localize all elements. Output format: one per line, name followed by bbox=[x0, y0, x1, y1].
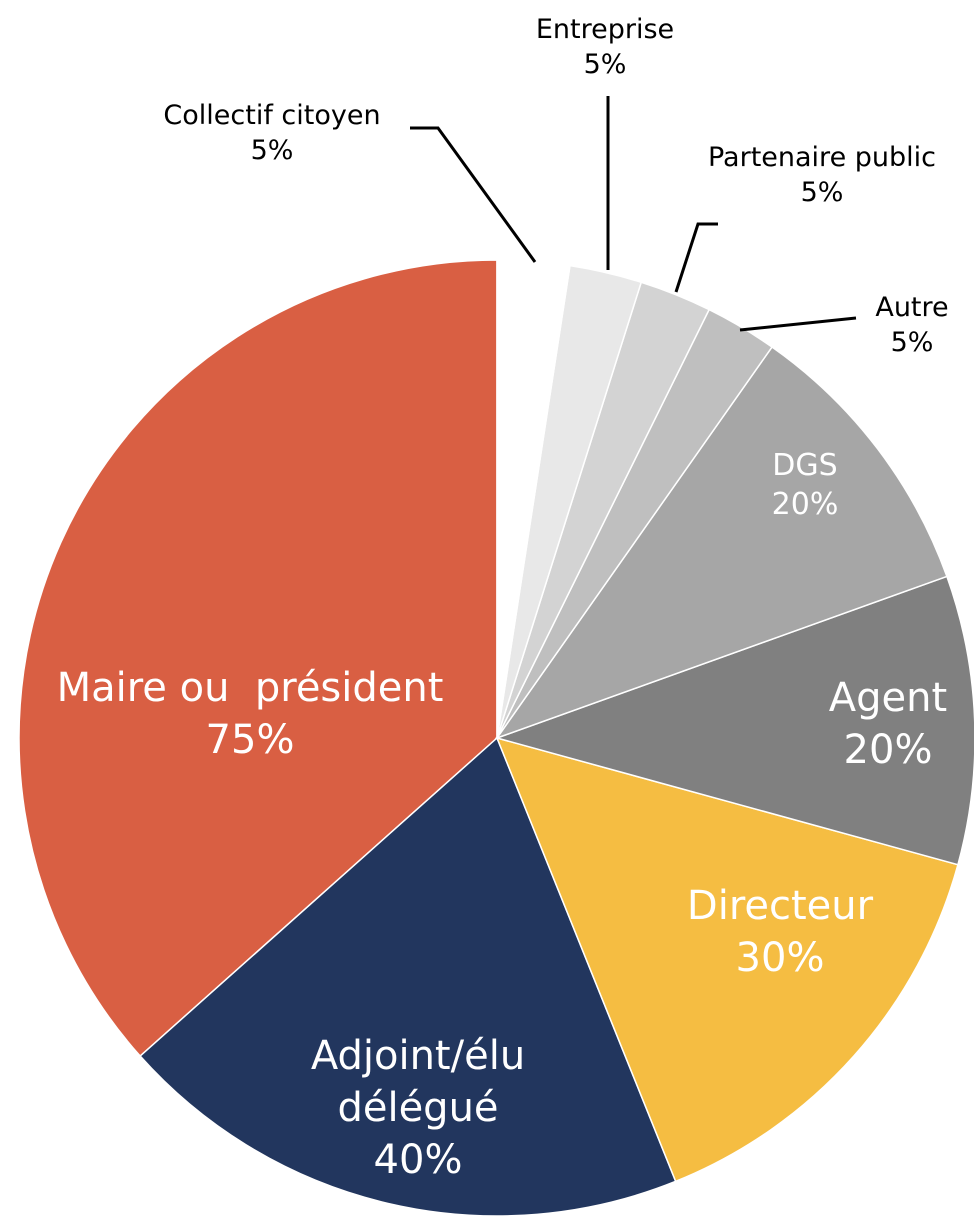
label-value: 5% bbox=[800, 177, 844, 209]
slice-label: Maire ou président 75% bbox=[10, 662, 490, 766]
slice-label: Agent 20% bbox=[788, 672, 974, 776]
leader-line bbox=[410, 126, 537, 263]
label-value: 30% bbox=[735, 935, 825, 981]
slice-label: Adjoint/élu délégué 40% bbox=[268, 1030, 568, 1186]
pie-slice bbox=[495, 345, 948, 740]
label-value: 5% bbox=[890, 327, 934, 359]
pie-slice bbox=[494, 575, 974, 866]
leader-line bbox=[739, 316, 857, 332]
label-value: 5% bbox=[583, 49, 627, 81]
pie-slice bbox=[495, 736, 959, 1183]
slice-label: Entreprise 5% bbox=[495, 12, 715, 82]
slice-label: DGS 20% bbox=[725, 446, 885, 524]
label-name: Directeur bbox=[686, 883, 874, 929]
label-value: 75% bbox=[205, 717, 295, 763]
leader-lines bbox=[410, 96, 857, 332]
label-value: 5% bbox=[250, 135, 294, 167]
leader-line bbox=[674, 222, 718, 293]
label-value: 20% bbox=[771, 487, 839, 522]
label-name: Agent bbox=[828, 675, 948, 721]
slice-label: Directeur 30% bbox=[650, 880, 910, 984]
label-name: DGS bbox=[772, 448, 838, 483]
label-name: Autre bbox=[875, 292, 949, 323]
slice-label: Collectif citoyen 5% bbox=[112, 98, 432, 168]
label-name: Partenaire public bbox=[707, 142, 936, 173]
pie-slice bbox=[18, 259, 498, 1058]
label-name: Entreprise bbox=[535, 14, 675, 45]
pie-slice bbox=[139, 736, 677, 1216]
label-value: 20% bbox=[843, 727, 933, 773]
label-name: Maire ou président bbox=[56, 665, 444, 711]
label-value: 40% bbox=[373, 1137, 463, 1183]
slice-label: Autre 5% bbox=[852, 290, 972, 360]
label-name: Collectif citoyen bbox=[163, 100, 381, 131]
label-name: Adjoint/élu délégué bbox=[310, 1033, 538, 1131]
slice-label: Partenaire public 5% bbox=[672, 140, 972, 210]
